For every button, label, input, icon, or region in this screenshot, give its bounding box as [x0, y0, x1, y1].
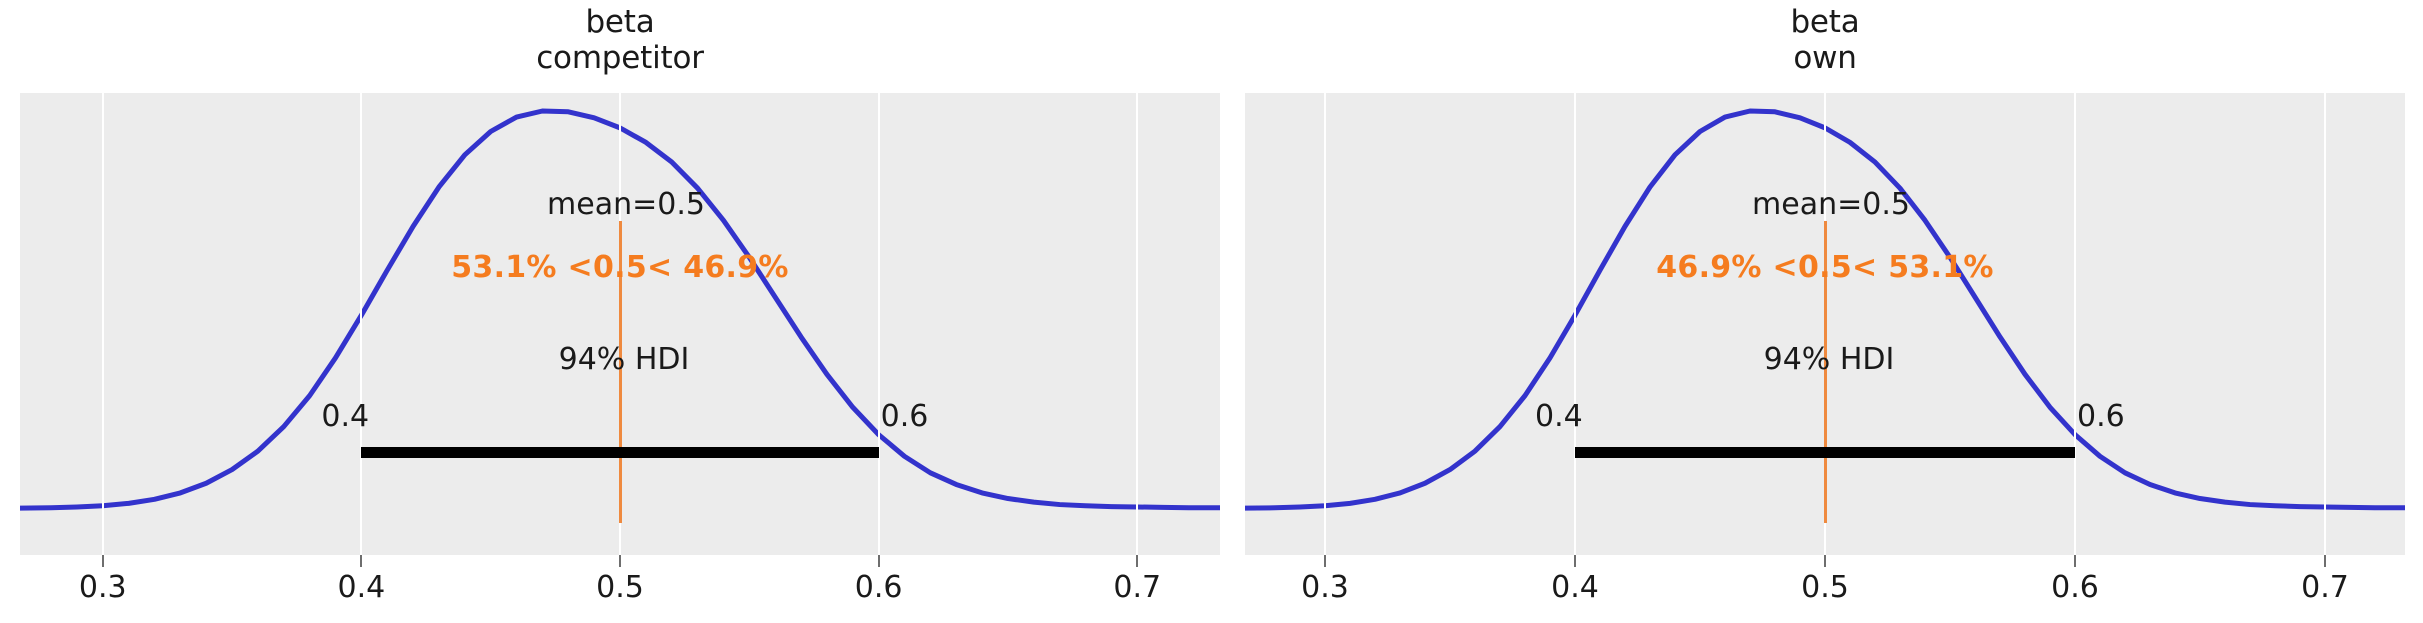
x-tick-label-0.3: 0.3 [78, 570, 127, 605]
gridline-0.3 [101, 93, 104, 555]
probability-comparison-beta-own: 46.9% <0.5< 53.1% [1656, 250, 1994, 285]
x-tick-label-0.4: 0.4 [337, 570, 386, 605]
hdi-bar-beta-competitor [361, 447, 879, 458]
x-tick-mark-0.3 [101, 555, 104, 567]
gridline-0.3 [1324, 93, 1326, 555]
x-tick-label-0.7: 0.7 [2301, 570, 2349, 605]
x-tick-mark-0.4 [360, 555, 363, 567]
x-tick-mark-0.6 [877, 555, 880, 567]
x-tick-label-0.6: 0.6 [854, 570, 903, 605]
reference-line-beta-own [1824, 221, 1827, 523]
panel-beta-competitor: beta competitor mean=0.5 53.1% <0.5< 46.… [20, 0, 1220, 623]
x-tick-label-0.4: 0.4 [1551, 570, 1599, 605]
x-tick-mark-0.6 [2074, 555, 2076, 567]
hdi-low-label-beta-own: 0.4 [1535, 399, 1583, 434]
probability-comparison-beta-competitor: 53.1% <0.5< 46.9% [451, 250, 789, 285]
x-tick-mark-0.4 [1574, 555, 1576, 567]
panel-title-beta-own: beta own [1790, 4, 1860, 76]
x-tick-mark-0.5 [619, 555, 621, 567]
x-tick-mark-0.3 [1324, 555, 1326, 567]
panel-title-beta-competitor: beta competitor [536, 4, 704, 76]
hdi-label-beta-competitor: 94% HDI [558, 342, 690, 377]
gridline-0.6 [877, 93, 880, 555]
gridline-0.6 [2074, 93, 2076, 555]
x-tick-label-0.7: 0.7 [1113, 570, 1162, 605]
x-tick-label-0.5: 0.5 [1801, 570, 1849, 605]
gridline-0.4 [1574, 93, 1576, 555]
hdi-high-label-beta-own: 0.6 [2077, 399, 2125, 434]
gridline-0.7 [2324, 93, 2326, 555]
hdi-label-beta-own: 94% HDI [1763, 342, 1895, 377]
mean-label-beta-competitor: mean=0.5 [547, 187, 705, 222]
x-tick-label-0.6: 0.6 [2051, 570, 2099, 605]
panel-beta-own: beta own mean=0.5 46.9% <0.5< 53.1% 94% … [1245, 0, 2405, 623]
hdi-low-label-beta-competitor: 0.4 [321, 399, 370, 434]
mean-label-beta-own: mean=0.5 [1752, 187, 1910, 222]
x-tick-mark-0.5 [1824, 555, 1826, 567]
x-tick-label-0.5: 0.5 [596, 570, 644, 605]
gridline-0.7 [1136, 93, 1139, 555]
hdi-bar-beta-own [1575, 447, 2075, 458]
x-tick-label-0.3: 0.3 [1301, 570, 1349, 605]
x-tick-mark-0.7 [1136, 555, 1139, 567]
hdi-high-label-beta-competitor: 0.6 [880, 399, 929, 434]
reference-line-beta-competitor [619, 221, 622, 523]
x-tick-mark-0.7 [2324, 555, 2326, 567]
gridline-0.4 [360, 93, 363, 555]
